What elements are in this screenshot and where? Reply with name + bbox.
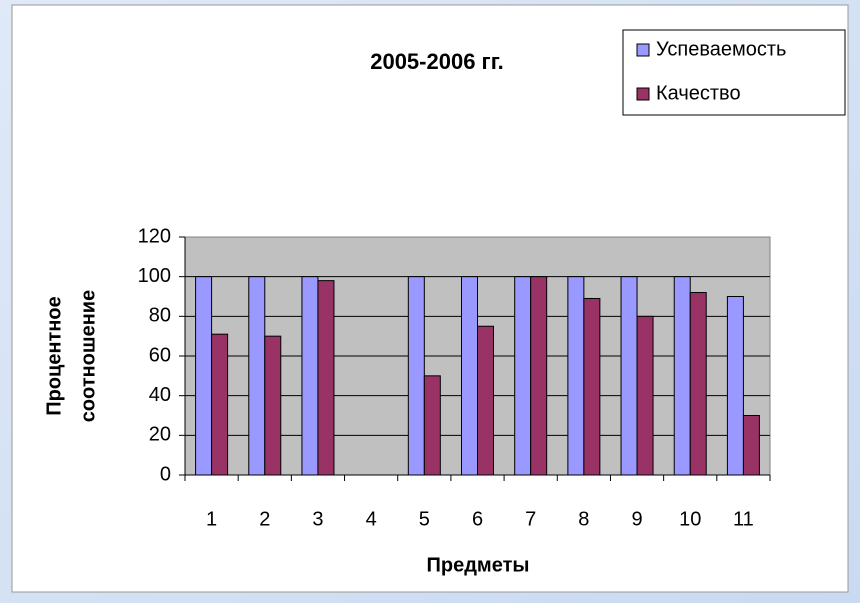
x-tick-label: 6 [472, 508, 483, 530]
y-tick-label: 0 [160, 463, 171, 485]
bar [211, 333, 229, 476]
bar [195, 276, 213, 476]
legend [622, 29, 846, 116]
bar [689, 292, 707, 476]
y-tick-label: 100 [138, 265, 171, 287]
bar [264, 335, 282, 476]
legend-swatch [636, 43, 650, 57]
legend-swatch [636, 87, 650, 101]
bar [477, 325, 494, 476]
bar [461, 276, 478, 476]
bar [636, 315, 654, 476]
bar [514, 276, 532, 476]
bar [248, 276, 266, 476]
y-tick-label: 40 [149, 384, 171, 406]
bar [673, 276, 691, 476]
bar [567, 276, 585, 476]
chart-title: 2005-2006 гг. [370, 49, 504, 74]
x-tick-label: 1 [206, 508, 217, 530]
x-tick-label: 11 [733, 508, 754, 530]
x-tick-label: 10 [679, 508, 701, 530]
bar [742, 415, 760, 476]
x-tick-label: 8 [578, 508, 589, 530]
x-tick-label: 3 [312, 508, 323, 530]
bar [726, 296, 744, 476]
legend-label: Качество [656, 82, 741, 104]
legend-label: Успеваемость [656, 38, 786, 60]
bar [423, 375, 441, 476]
x-axis-label: Предметы [427, 554, 530, 576]
bar [583, 297, 601, 476]
y-axis-label-line: соотношение [77, 290, 99, 422]
y-axis-label: Процентное соотношение [43, 290, 99, 422]
x-tick-label: 9 [631, 508, 642, 530]
y-tick-label: 120 [138, 225, 171, 247]
x-tick-label: 4 [366, 508, 377, 530]
bar [530, 276, 548, 476]
bar [301, 276, 319, 476]
x-tick-label: 5 [419, 508, 430, 530]
y-tick-label: 60 [149, 344, 171, 366]
bar [407, 276, 425, 476]
y-axis-label-line: Процентное [43, 296, 65, 416]
y-tick-label: 80 [149, 305, 171, 327]
bar [620, 276, 638, 476]
x-tick-label: 7 [525, 508, 536, 530]
y-tick-label: 20 [149, 424, 171, 446]
x-tick-label: 2 [259, 508, 270, 530]
bar [317, 280, 335, 476]
